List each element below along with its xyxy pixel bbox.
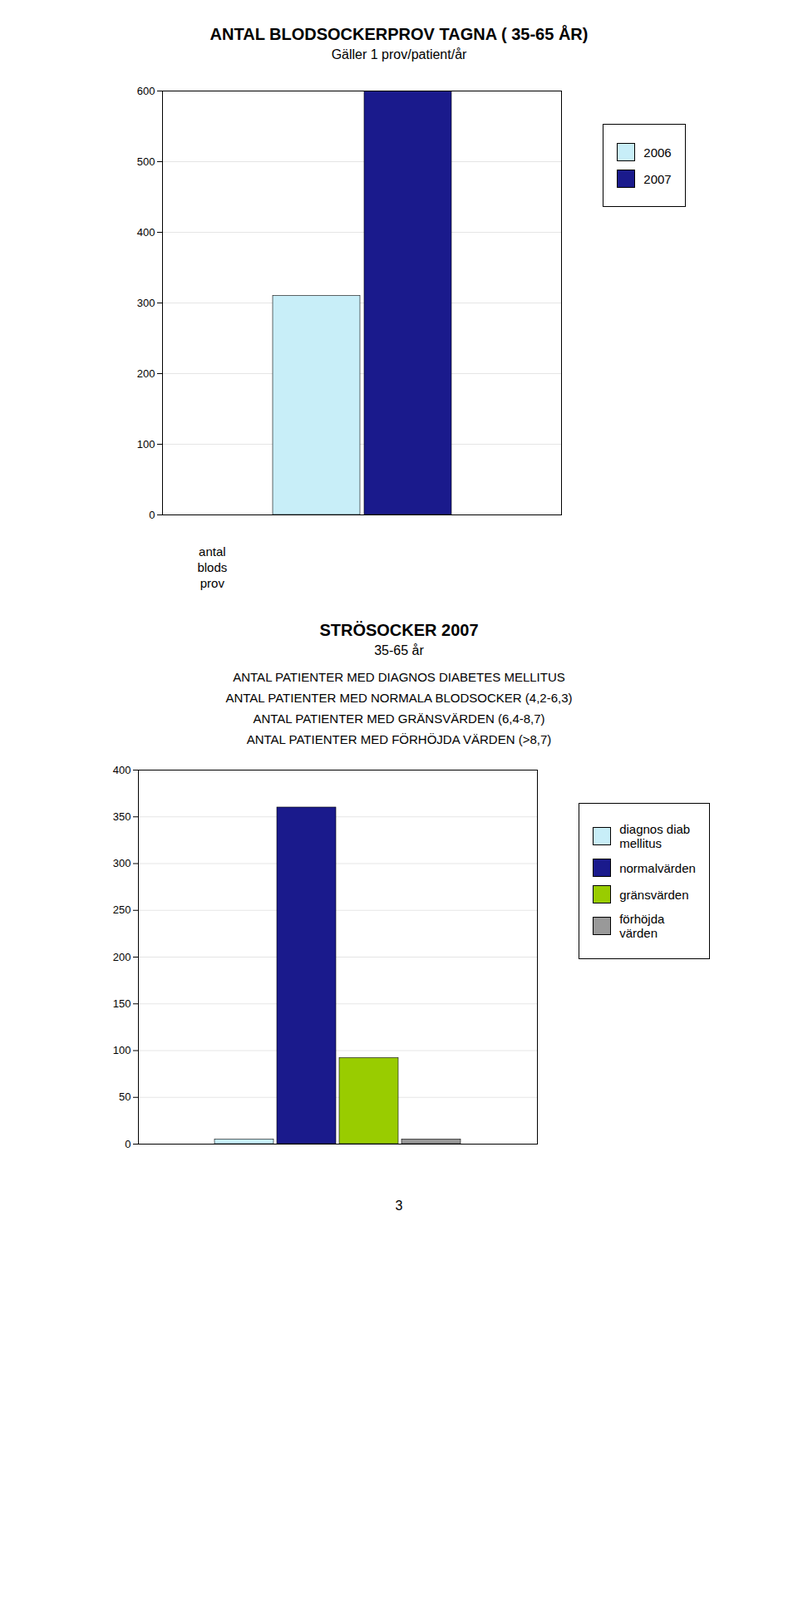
svg-text:100: 100: [137, 438, 156, 451]
svg-text:200: 200: [137, 367, 156, 380]
html-text:Gäller 1 prov/patient/år: Gäller 1 prov/patient/år: [331, 47, 467, 62]
html-text:ANTAL PATIENTER MED GRÄNSVÄRDE: ANTAL PATIENTER MED GRÄNSVÄRDEN (6,4-8,7…: [253, 711, 545, 726]
html-text:ANTAL PATIENTER MED DIAGNOS DI: ANTAL PATIENTER MED DIAGNOS DIABETES MEL…: [232, 670, 566, 685]
html-text:ANTAL BLODSOCKERPROV TAGNA ( 3: ANTAL BLODSOCKERPROV TAGNA ( 35-65 ÅR): [209, 24, 589, 44]
svg-text:0: 0: [124, 1137, 131, 1151]
svg-text:300: 300: [137, 296, 156, 310]
html-text:normalvärden: normalvärden: [619, 861, 696, 876]
svg-text:500: 500: [137, 155, 156, 168]
html-text:gränsvärden: gränsvärden: [619, 887, 689, 902]
html-text:35-65 år: 35-65 år: [374, 643, 424, 658]
svg-text:100: 100: [113, 1044, 132, 1057]
svg-text:300: 300: [113, 857, 132, 870]
svg-text:200: 200: [113, 950, 132, 964]
svg-text:400: 400: [137, 226, 156, 239]
svg-text:150: 150: [113, 997, 132, 1010]
html-text:förhöjda värden: förhöjda värden: [619, 912, 665, 941]
svg-text:350: 350: [113, 810, 132, 823]
html-text:diagnos diab mellitus: diagnos diab mellitus: [619, 822, 691, 851]
html-text:antal blods prov: antal blods prov: [197, 544, 228, 590]
svg-text:600: 600: [137, 84, 156, 98]
svg-text:400: 400: [113, 763, 132, 777]
html-text:ANTAL PATIENTER MED FÖRHÖJDA V: ANTAL PATIENTER MED FÖRHÖJDA VÄRDEN (>8,…: [246, 732, 552, 747]
html-text:3: 3: [395, 1198, 403, 1214]
svg-text:50: 50: [118, 1091, 131, 1104]
html-text:2007: 2007: [643, 171, 672, 186]
html-text:2006: 2006: [643, 145, 672, 160]
svg-text:250: 250: [113, 904, 132, 917]
html-text:STRÖSOCKER 2007: STRÖSOCKER 2007: [319, 621, 479, 640]
svg-text:0: 0: [149, 508, 156, 522]
html-text:ANTAL PATIENTER MED NORMALA BL: ANTAL PATIENTER MED NORMALA BLODSOCKER (…: [225, 691, 573, 706]
